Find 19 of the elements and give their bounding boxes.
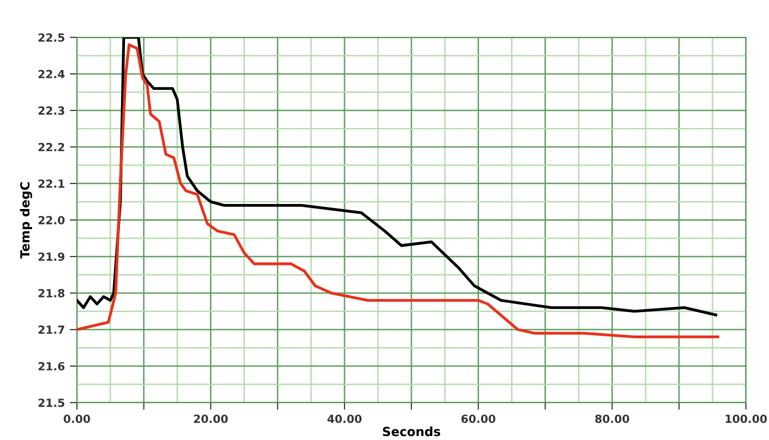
y-tick-label: 21.5	[38, 398, 64, 407]
y-axis-title: Temp degC	[20, 182, 32, 259]
y-tick-label: 22.3	[38, 106, 64, 115]
y-tick-label: 21.6	[38, 362, 64, 370]
x-tick-label: 60.00	[461, 414, 496, 424]
y-tick-label: 22.2	[38, 142, 64, 152]
x-axis-title: Seconds	[382, 426, 440, 436]
x-tick-label: 20.00	[194, 414, 228, 424]
y-tick-label: 21.8	[38, 289, 64, 298]
x-tick-label: 100.00	[726, 414, 767, 424]
y-tick-label: 21.9	[38, 252, 64, 261]
x-tick-label: 0.00	[64, 414, 90, 424]
y-tick-label: 22.0	[38, 216, 65, 224]
y-tick-label: 22.1	[38, 179, 64, 188]
y-tick-label: 22.4	[38, 70, 65, 78]
y-tick-label: 21.7	[38, 326, 64, 334]
x-tick-label: 40.00	[327, 414, 362, 424]
y-tick-label: 22.5	[38, 33, 64, 42]
x-tick-label: 80.00	[595, 414, 630, 424]
